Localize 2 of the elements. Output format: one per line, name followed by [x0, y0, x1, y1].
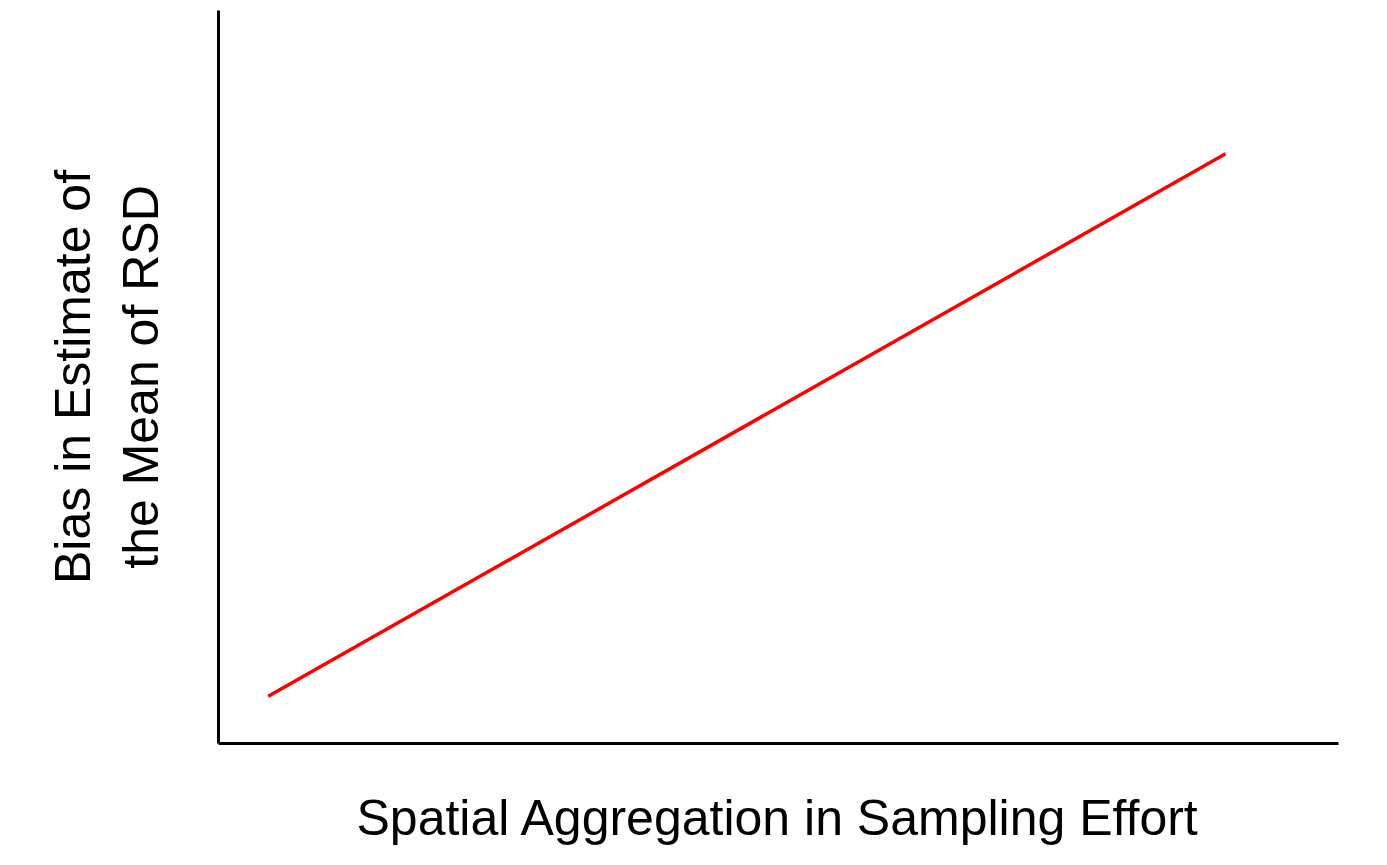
y-axis-title: Bias in Estimate of the Mean of RSD [45, 169, 169, 585]
x-axis-title: Spatial Aggregation in Sampling Effort [356, 789, 1198, 846]
